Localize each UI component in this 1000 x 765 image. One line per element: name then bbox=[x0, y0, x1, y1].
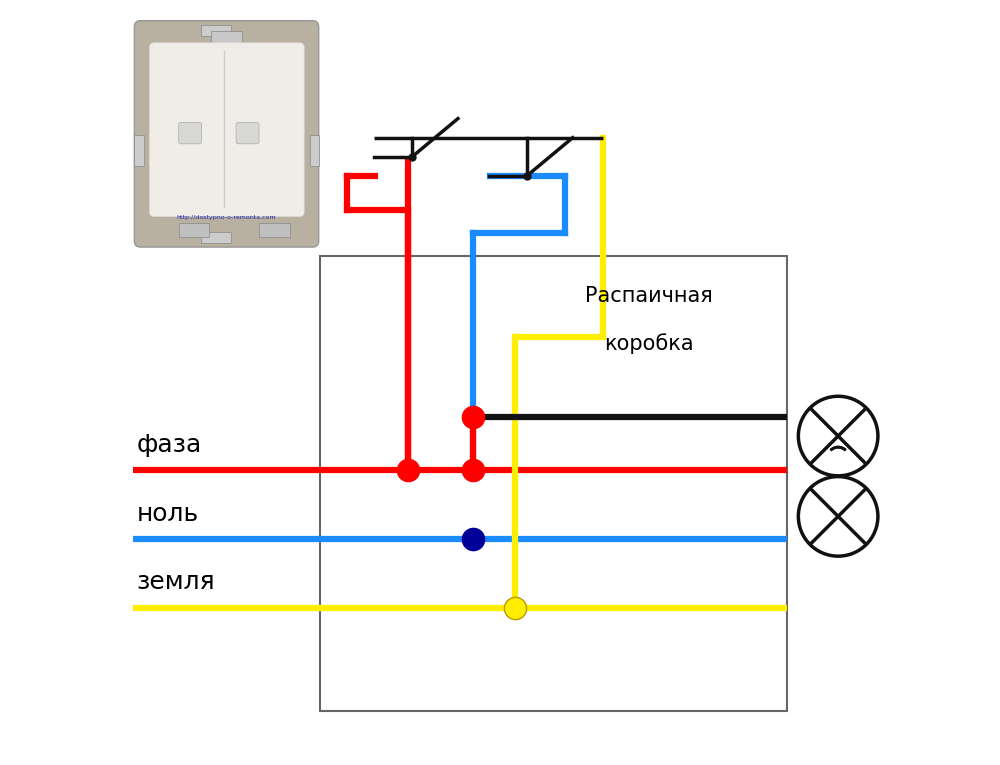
Bar bbox=[134, 135, 144, 166]
Bar bbox=[320, 256, 787, 711]
Bar bbox=[179, 223, 209, 237]
Bar bbox=[259, 223, 290, 237]
Circle shape bbox=[798, 396, 878, 476]
Text: Распаичная: Распаичная bbox=[585, 286, 713, 306]
Bar bbox=[201, 232, 231, 243]
FancyBboxPatch shape bbox=[236, 122, 259, 144]
Bar bbox=[310, 135, 319, 166]
FancyBboxPatch shape bbox=[134, 21, 319, 247]
Bar bbox=[211, 31, 242, 46]
Circle shape bbox=[798, 477, 878, 556]
Bar bbox=[201, 25, 231, 36]
FancyBboxPatch shape bbox=[150, 43, 304, 216]
Text: земля: земля bbox=[137, 571, 215, 594]
Text: фаза: фаза bbox=[137, 433, 202, 457]
Text: коробка: коробка bbox=[604, 333, 694, 353]
Text: http://dostypno-o-remonta.com: http://dostypno-o-remonta.com bbox=[177, 214, 276, 220]
Text: ноль: ноль bbox=[137, 502, 199, 526]
FancyBboxPatch shape bbox=[179, 122, 202, 144]
